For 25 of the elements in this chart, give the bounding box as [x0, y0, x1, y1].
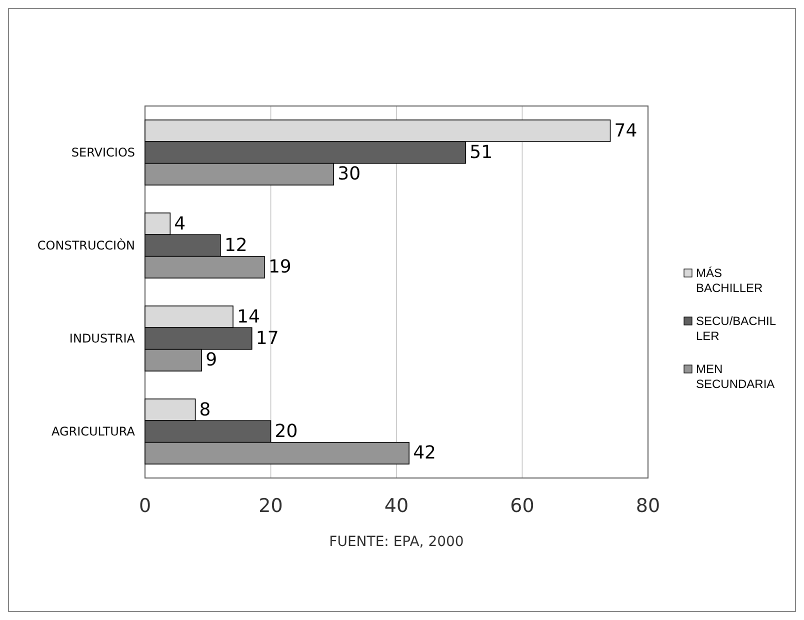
data-label: 42 — [413, 442, 436, 464]
legend-label: MEN SECUNDARIA — [696, 362, 775, 391]
y-tick-label: SERVICIOS — [71, 146, 135, 160]
x-tick-label: 80 — [636, 495, 660, 517]
data-label: 4 — [174, 213, 186, 234]
data-label: 14 — [237, 306, 260, 328]
data-label: 20 — [274, 421, 298, 442]
x-tick-label: 40 — [384, 495, 409, 517]
y-tick-label: INDUSTRIA — [69, 332, 136, 346]
data-label: 30 — [338, 164, 361, 185]
data-label: 74 — [614, 120, 638, 142]
x-tick-label: 0 — [138, 495, 152, 517]
data-label: 8 — [199, 399, 211, 420]
data-label: 12 — [224, 235, 248, 256]
source-note: FUENTE: EPA, 2000 — [329, 534, 464, 550]
y-tick-label: AGRICULTURA — [51, 424, 136, 438]
data-label: 19 — [268, 256, 292, 278]
legend-label: MÁS BACHILLER — [696, 266, 764, 295]
data-label: 17 — [256, 328, 279, 349]
data-label: 9 — [206, 350, 218, 371]
x-tick-label: 60 — [510, 495, 534, 517]
x-tick-label: 20 — [258, 495, 283, 517]
y-tick-label: CONSTRUCCIÒN — [37, 238, 135, 252]
data-label: 51 — [470, 142, 493, 163]
legend-label: SECU/BACHILLER — [696, 314, 776, 343]
